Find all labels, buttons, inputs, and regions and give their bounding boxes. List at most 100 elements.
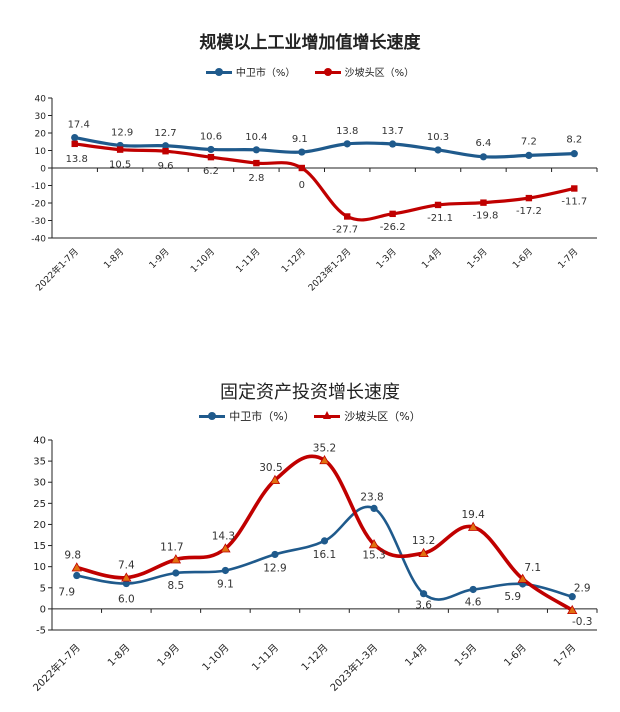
data-label: 8.2 — [566, 135, 582, 146]
data-label: 7.1 — [524, 562, 541, 574]
data-label: 6.2 — [203, 166, 219, 177]
legend-swatch-square-icon — [314, 67, 341, 77]
data-point — [568, 593, 576, 601]
data-label: 7.9 — [58, 587, 75, 599]
x-tick-label: 1-12月 — [279, 246, 308, 275]
legend-label: 中卫市（%） — [229, 410, 295, 423]
x-tick-label: 1-8月 — [102, 246, 127, 271]
legend-swatch-circle-icon — [199, 411, 226, 421]
data-label: 5.9 — [504, 591, 521, 603]
data-label: 9.1 — [292, 134, 308, 145]
data-point — [71, 133, 79, 142]
chart-title: 固定资产投资增长速度 — [220, 382, 400, 403]
data-label: -0.3 — [572, 616, 593, 628]
x-tick-label: 2023年1-3月 — [327, 641, 380, 694]
data-label: 9.1 — [217, 578, 234, 590]
legend-item-shapotou: 沙坡头区（%） — [314, 408, 421, 424]
x-tick-label: 2022年1-7月 — [33, 246, 81, 294]
data-label: 12.9 — [263, 562, 286, 574]
data-point — [434, 201, 442, 209]
data-label: 4.6 — [465, 596, 482, 608]
legend-label: 中卫市（%） — [235, 68, 296, 79]
data-label: 30.5 — [259, 462, 282, 474]
data-point — [71, 140, 78, 148]
y-tick-label: 10 — [33, 562, 46, 573]
data-label: 7.2 — [521, 136, 537, 147]
data-point — [419, 590, 428, 598]
data-label: 13.7 — [381, 126, 403, 137]
data-point — [525, 151, 533, 159]
data-label: 9.6 — [158, 161, 174, 172]
y-tick-label: 5 — [40, 583, 46, 594]
data-point — [343, 140, 351, 148]
data-point — [73, 571, 81, 580]
data-point — [220, 543, 231, 553]
data-point — [389, 210, 396, 218]
x-tick-label: 1-6月 — [510, 246, 535, 271]
data-point — [269, 474, 281, 485]
y-tick-label: 35 — [33, 457, 46, 468]
data-label: 16.1 — [313, 549, 336, 561]
y-tick-label: 10 — [35, 147, 47, 157]
series-line — [73, 135, 576, 159]
x-tick-label: 1-4月 — [420, 246, 445, 271]
data-point — [298, 148, 306, 156]
data-label: 23.8 — [360, 491, 383, 503]
y-tick-label: -20 — [31, 200, 46, 210]
data-label: 13.2 — [412, 535, 435, 547]
legend-swatch-circle-icon — [205, 67, 232, 77]
legend-item-zhongwei: 中卫市（%） — [205, 64, 296, 79]
data-point — [389, 140, 397, 148]
data-label: 6.4 — [476, 138, 492, 149]
data-label: 7.4 — [118, 560, 135, 572]
data-label: 10.6 — [200, 131, 222, 142]
data-point — [434, 146, 442, 154]
data-point — [116, 146, 124, 153]
x-tick-label: 1-10月 — [188, 246, 217, 275]
y-tick-label: -10 — [31, 182, 46, 192]
x-tick-label: 1-7月 — [551, 642, 578, 669]
data-label: 12.9 — [111, 127, 133, 138]
x-tick-label: 1-9月 — [147, 246, 172, 271]
data-point — [570, 150, 578, 158]
data-label: 19.4 — [461, 509, 485, 521]
x-tick-label: 2022年1-7月 — [30, 641, 83, 694]
industrial-growth-chart: 规模以上工业增加值增长速度 中卫市（%） 沙坡头区（%） 40 30 20 10 0 -1… — [0, 0, 620, 330]
data-point — [567, 604, 578, 615]
data-label: 10.4 — [245, 132, 267, 143]
x-tick-label: 1-10月 — [200, 642, 232, 674]
data-point — [207, 145, 215, 154]
chart-legend: 中卫市（%） 沙坡头区（%） — [0, 64, 620, 80]
data-point — [320, 537, 329, 545]
data-point — [253, 159, 260, 167]
data-label: -17.2 — [516, 206, 542, 217]
x-tick-label: 1-12月 — [299, 642, 331, 674]
data-point — [571, 185, 578, 192]
legend-item-shapotou: 沙坡头区（%） — [314, 64, 414, 79]
data-label: 14.3 — [212, 531, 235, 543]
data-point — [370, 504, 378, 512]
data-label: 8.5 — [168, 580, 185, 592]
x-tick-label: 2023年1-2月 — [306, 246, 354, 294]
data-point — [161, 142, 170, 150]
data-point — [344, 213, 351, 220]
chart-title: 规模以上工业增加值增长速度 — [199, 33, 421, 53]
data-point — [172, 569, 180, 577]
data-point — [517, 573, 528, 583]
data-label: 10.5 — [109, 160, 131, 171]
legend-item-zhongwei: 中卫市（%） — [199, 408, 295, 424]
y-tick-label: 25 — [33, 499, 46, 510]
series-line — [74, 454, 575, 612]
y-tick-label: -40 — [31, 235, 46, 245]
data-label: 12.7 — [154, 128, 176, 139]
data-label: 35.2 — [313, 442, 336, 454]
data-point — [368, 538, 380, 549]
data-label: 6.0 — [118, 594, 135, 606]
x-tick-label: 1-7月 — [556, 246, 581, 271]
y-tick-label: 0 — [40, 604, 46, 615]
data-label: 0 — [299, 180, 305, 191]
x-tick-label: 1-4月 — [403, 642, 430, 669]
data-label: 9.8 — [64, 550, 81, 562]
data-label: -27.7 — [332, 224, 358, 235]
